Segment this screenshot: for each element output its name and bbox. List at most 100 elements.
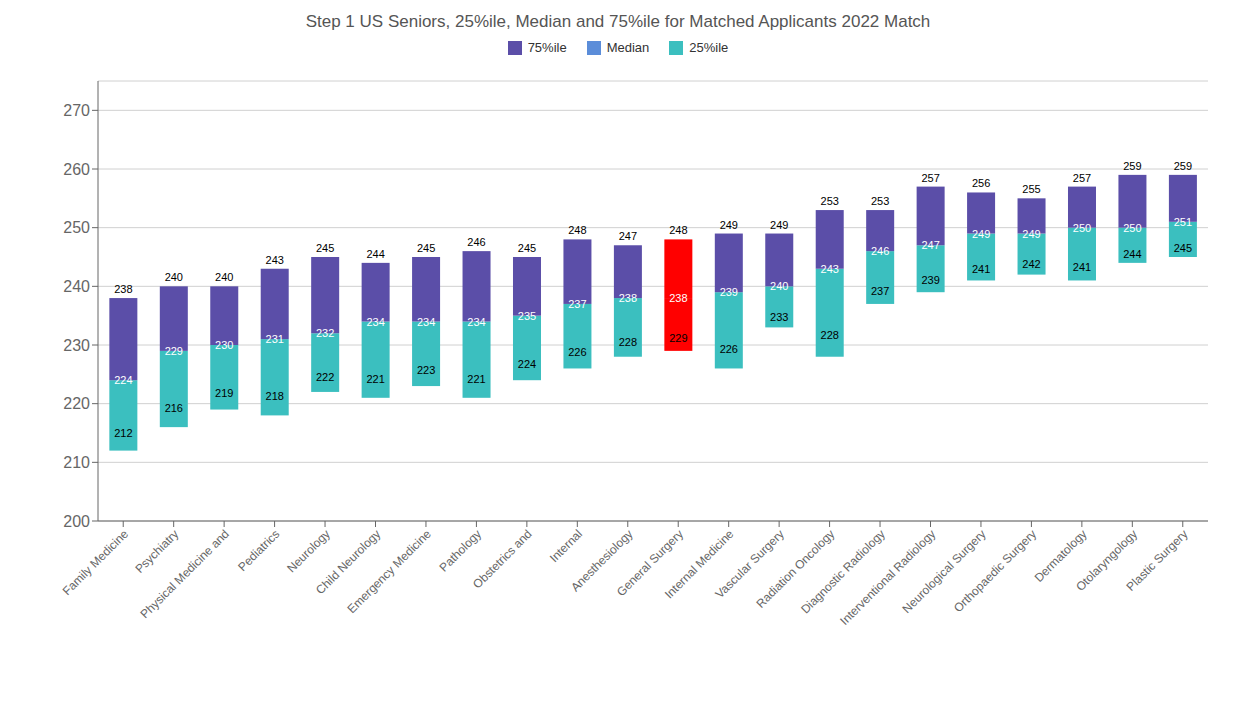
svg-text:226: 226	[720, 343, 738, 355]
svg-text:260: 260	[63, 161, 90, 178]
svg-text:255: 255	[1022, 183, 1040, 195]
svg-text:Family Medicine: Family Medicine	[60, 527, 131, 598]
html-text:25%ile: 25%ile	[689, 40, 729, 55]
svg-text:257: 257	[1073, 172, 1091, 184]
svg-text:253: 253	[871, 195, 889, 207]
svg-text:241: 241	[1073, 261, 1091, 273]
html-text:Step 1 US Seniors, 25%ile, Med: Step 1 US Seniors, 25%ile, Median and 75…	[305, 12, 931, 31]
svg-text:239: 239	[720, 286, 738, 298]
svg-text:222: 222	[316, 371, 334, 383]
svg-text:224: 224	[518, 358, 536, 370]
svg-text:233: 233	[770, 311, 788, 323]
svg-text:230: 230	[63, 337, 90, 354]
svg-text:216: 216	[165, 402, 183, 414]
svg-text:Otolaryngology: Otolaryngology	[1073, 526, 1141, 594]
svg-text:229: 229	[669, 332, 687, 344]
svg-text:253: 253	[821, 195, 839, 207]
svg-text:219: 219	[215, 387, 233, 399]
svg-text:237: 237	[568, 298, 586, 310]
svg-text:234: 234	[366, 316, 384, 328]
svg-text:240: 240	[215, 271, 233, 283]
svg-text:259: 259	[1123, 160, 1141, 172]
svg-text:248: 248	[669, 224, 687, 236]
svg-text:257: 257	[921, 172, 939, 184]
svg-text:228: 228	[821, 329, 839, 341]
svg-text:234: 234	[467, 316, 485, 328]
svg-text:221: 221	[467, 373, 485, 385]
svg-text:221: 221	[366, 373, 384, 385]
svg-text:Pediatrics: Pediatrics	[235, 527, 282, 574]
svg-text:Neurology: Neurology	[284, 527, 333, 576]
svg-text:235: 235	[518, 310, 536, 322]
svg-text:240: 240	[165, 271, 183, 283]
html-text:75%ile: 75%ile	[527, 40, 567, 55]
svg-text:Interventional Radiology: Interventional Radiology	[837, 527, 938, 628]
svg-text:Psychiatry: Psychiatry	[132, 527, 181, 576]
svg-text:246: 246	[467, 236, 485, 248]
svg-text:Orthopaedic Surgery: Orthopaedic Surgery	[951, 527, 1039, 615]
svg-text:245: 245	[518, 242, 536, 254]
html-text:Median: Median	[606, 40, 650, 55]
svg-text:232: 232	[316, 327, 334, 339]
svg-text:237: 237	[871, 285, 889, 297]
svg-text:Physical Medicine and: Physical Medicine and	[138, 527, 232, 621]
svg-text:212: 212	[114, 427, 132, 439]
svg-text:229: 229	[165, 345, 183, 357]
svg-text:238: 238	[619, 292, 637, 304]
svg-text:Internal: Internal	[547, 527, 585, 565]
svg-text:250: 250	[63, 219, 90, 236]
svg-text:226: 226	[568, 346, 586, 358]
svg-text:Radiation Oncology: Radiation Oncology	[753, 526, 838, 611]
svg-text:218: 218	[266, 390, 284, 402]
svg-text:244: 244	[366, 248, 384, 260]
svg-text:243: 243	[821, 263, 839, 275]
svg-text:245: 245	[417, 242, 435, 254]
svg-text:General Surgery: General Surgery	[613, 526, 686, 599]
svg-text:Pathology: Pathology	[437, 527, 485, 575]
svg-text:230: 230	[215, 339, 233, 351]
svg-text:244: 244	[1123, 248, 1141, 260]
svg-text:242: 242	[1022, 258, 1040, 270]
svg-text:Emergency Medicine: Emergency Medicine	[345, 527, 434, 616]
svg-text:Obstetrics and: Obstetrics and	[470, 527, 535, 592]
svg-text:223: 223	[417, 364, 435, 376]
svg-text:259: 259	[1174, 160, 1192, 172]
svg-text:245: 245	[1174, 242, 1192, 254]
svg-text:Diagnostic Radiology: Diagnostic Radiology	[798, 527, 888, 617]
svg-text:240: 240	[63, 278, 90, 295]
svg-text:220: 220	[63, 395, 90, 412]
svg-text:234: 234	[417, 316, 435, 328]
svg-text:240: 240	[770, 280, 788, 292]
svg-text:246: 246	[871, 245, 889, 257]
svg-text:247: 247	[619, 230, 637, 242]
svg-text:238: 238	[669, 292, 687, 304]
svg-text:245: 245	[316, 242, 334, 254]
svg-text:Vascular Surgery: Vascular Surgery	[712, 526, 787, 602]
svg-text:Anesthesiology: Anesthesiology	[568, 526, 636, 595]
svg-text:256: 256	[972, 177, 990, 189]
svg-text:248: 248	[568, 224, 586, 236]
svg-text:231: 231	[266, 333, 284, 345]
svg-text:Plastic Surgery: Plastic Surgery	[1124, 527, 1191, 594]
svg-text:210: 210	[63, 454, 90, 471]
svg-text:249: 249	[770, 219, 788, 231]
svg-text:224: 224	[114, 374, 132, 386]
svg-text:241: 241	[972, 263, 990, 275]
svg-text:239: 239	[921, 274, 939, 286]
svg-text:238: 238	[114, 283, 132, 295]
svg-text:Dermatology: Dermatology	[1031, 526, 1090, 585]
svg-text:Child Neurology: Child Neurology	[313, 526, 384, 598]
svg-text:Internal Medicine: Internal Medicine	[661, 526, 737, 602]
svg-text:243: 243	[266, 254, 284, 266]
svg-text:228: 228	[619, 336, 637, 348]
svg-text:250: 250	[1123, 222, 1141, 234]
svg-text:250: 250	[1073, 222, 1091, 234]
svg-text:200: 200	[63, 513, 90, 530]
svg-text:249: 249	[972, 228, 990, 240]
svg-text:247: 247	[921, 239, 939, 251]
svg-text:Neurological Surgery: Neurological Surgery	[900, 527, 989, 616]
svg-text:249: 249	[1022, 228, 1040, 240]
svg-text:251: 251	[1174, 216, 1192, 228]
svg-text:270: 270	[63, 102, 90, 119]
svg-text:249: 249	[720, 219, 738, 231]
